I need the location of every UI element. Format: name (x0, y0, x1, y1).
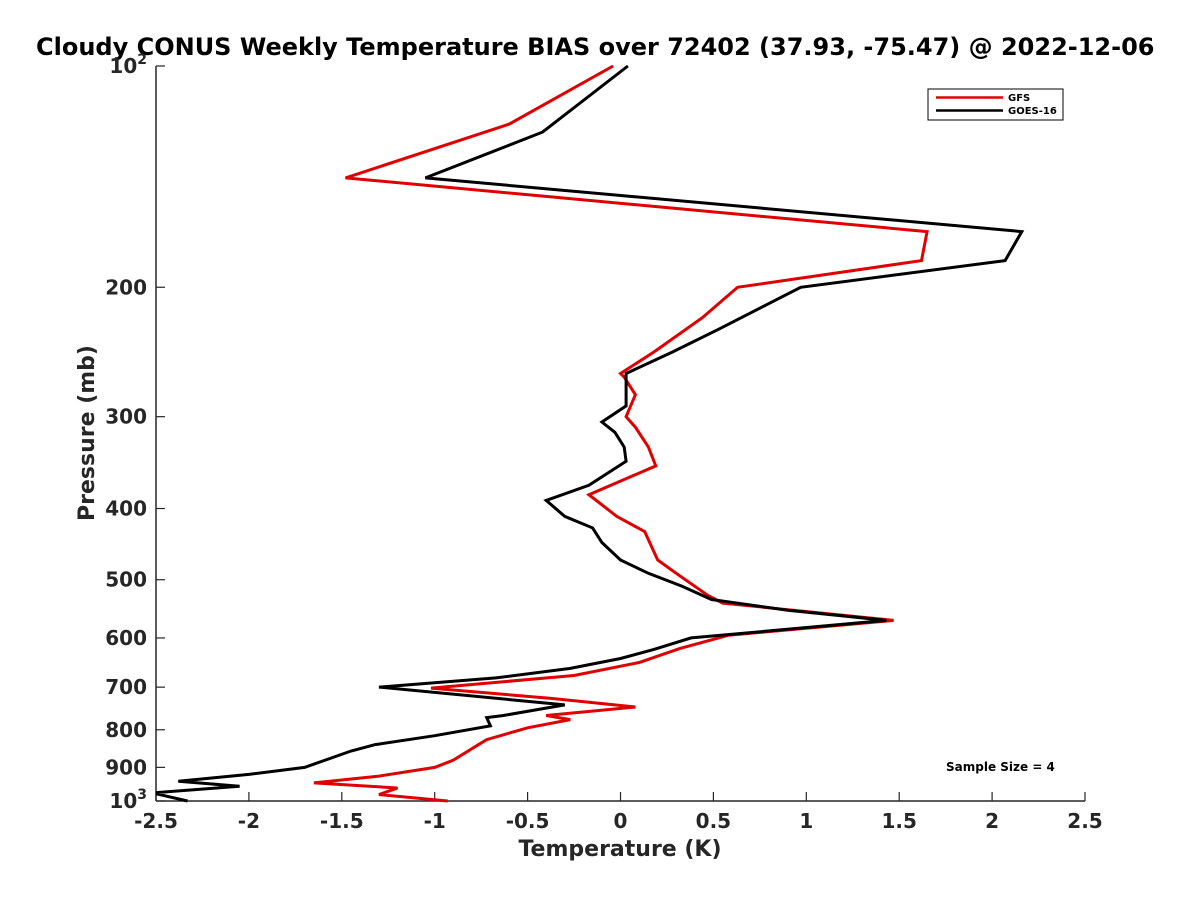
y-tick-label: 700 (105, 675, 147, 699)
y-tick-label: 900 (105, 755, 147, 779)
sample-size-annotation: Sample Size = 4 (946, 760, 1055, 774)
y-axis-label: Pressure (mb) (75, 345, 100, 521)
y-tick-label: 300 (105, 405, 147, 429)
y-tick-label: 800 (105, 718, 147, 742)
series-lines (156, 64, 1025, 803)
series-line-goes16 (156, 64, 1025, 803)
x-tick-label: -0.5 (506, 809, 550, 833)
axes (155, 66, 1085, 802)
x-tick-label: -1.5 (320, 809, 364, 833)
x-tick-label: 0.5 (696, 809, 731, 833)
x-tick-labels: -2.5 -2 -1.5 -1 -0.5 0 0.5 1 1.5 2 2.5 (134, 792, 1103, 833)
y-tick-label: 500 (105, 568, 147, 592)
x-tick-label: 1 (799, 809, 813, 833)
x-tick-label: 0 (614, 809, 628, 833)
legend-label-goes16: GOES-16 (1008, 106, 1057, 117)
x-tick-label: -2 (238, 809, 260, 833)
y-tick-label: 600 (105, 626, 147, 650)
x-tick-label: 1.5 (881, 809, 916, 833)
x-tick-label: 2 (985, 809, 999, 833)
y-tick-label: 103 (109, 787, 147, 813)
y-tick-labels: 102 200 300 400 500 600 700 800 900 103 (105, 52, 165, 813)
y-tick-label: 200 (105, 275, 147, 299)
x-tick-label: -2.5 (134, 809, 178, 833)
x-tick-label: 2.5 (1067, 809, 1102, 833)
legend-label-gfs: GFS (1008, 93, 1030, 104)
legend: GFS GOES-16 (927, 88, 1064, 121)
chart-title: Cloudy CONUS Weekly Temperature BIAS ove… (36, 33, 1154, 61)
y-tick-label: 102 (109, 52, 147, 78)
x-axis-label: Temperature (K) (518, 837, 721, 862)
y-tick-label: 400 (105, 497, 147, 521)
legend-box (927, 88, 1064, 121)
x-tick-label: -1 (424, 809, 446, 833)
